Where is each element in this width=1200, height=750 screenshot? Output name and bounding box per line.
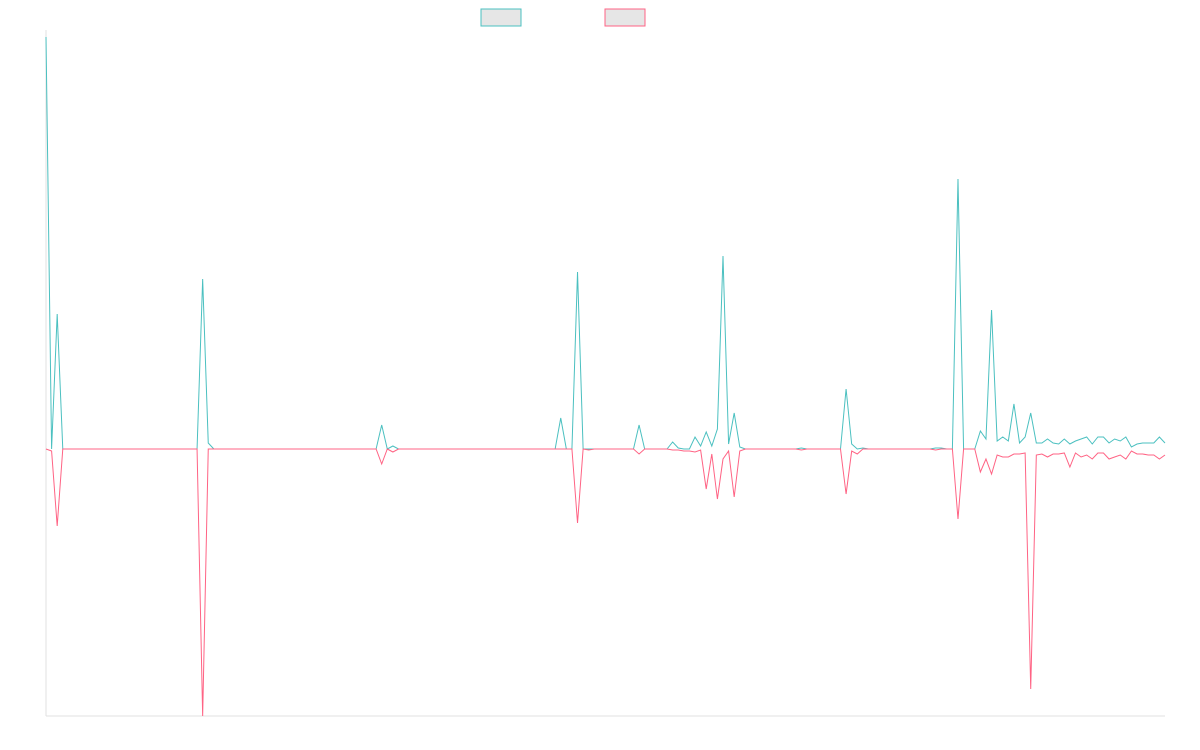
series-line xyxy=(45,448,1166,717)
legend-swatch[interactable] xyxy=(480,8,522,27)
legend-swatch[interactable] xyxy=(604,8,646,27)
series-line xyxy=(45,36,1166,450)
